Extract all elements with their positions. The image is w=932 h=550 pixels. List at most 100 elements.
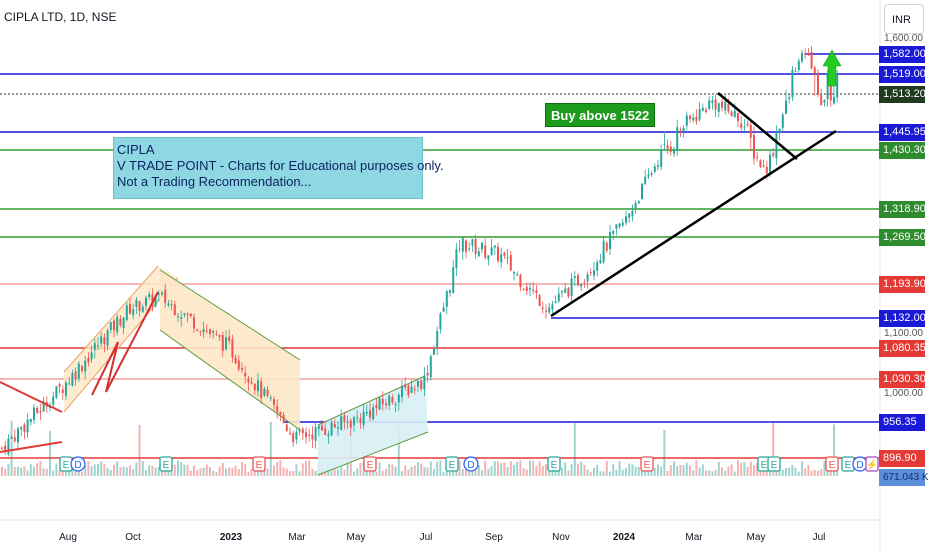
volume-bar-137 (439, 460, 442, 476)
event-markers[interactable]: E D E E E E D E E E E E E D ⚡ (59, 456, 879, 472)
event-marker-11[interactable]: E (825, 456, 839, 472)
candle-102 (327, 430, 330, 444)
note-callout[interactable]: CIPLA V TRADE POINT - Charts for Educati… (113, 137, 444, 199)
candle-144 (461, 237, 464, 260)
volume-bar-189 (605, 460, 608, 476)
volume-bar-170 (545, 464, 547, 476)
y-tick-1: 1,100.00 (884, 328, 923, 339)
candle-242 (775, 125, 778, 165)
volume-bar-55 (177, 460, 179, 476)
volume-bar-28 (90, 466, 93, 476)
candle-63 (202, 321, 205, 338)
volume-bar-75 (241, 461, 243, 476)
candle-85 (273, 396, 275, 411)
volume-bar-208 (666, 470, 669, 476)
candle-82 (263, 386, 266, 398)
candle-42 (135, 296, 138, 315)
volume-bar-216 (692, 470, 695, 476)
price-tag-7: 1,193.90 (879, 276, 926, 293)
candle-193 (618, 223, 621, 229)
volume-bar-56 (180, 461, 183, 476)
volume-bar-177 (567, 470, 570, 476)
volume-bar-24 (77, 471, 80, 476)
candle-159 (509, 250, 512, 272)
volume-bar-187 (599, 471, 602, 476)
svg-text:E: E (845, 460, 852, 471)
candle-171 (548, 302, 551, 314)
volume-bar-60 (193, 465, 195, 476)
volume-bar-230 (737, 460, 739, 476)
candle-41 (132, 303, 135, 320)
event-marker-5[interactable]: E (445, 456, 459, 472)
candle-124 (397, 392, 400, 411)
event-marker-0[interactable]: E (59, 456, 73, 472)
candle-198 (634, 200, 637, 214)
candle-151 (484, 238, 487, 260)
x-tick-0: Aug (59, 532, 77, 543)
candle-122 (391, 394, 394, 405)
event-marker-3[interactable]: E (252, 456, 266, 472)
candle-234 (749, 120, 752, 151)
candle-188 (602, 235, 605, 264)
candle-98 (314, 421, 317, 449)
event-marker-14[interactable]: ⚡ (865, 456, 879, 472)
falling-channel-lower (159, 329, 301, 431)
currency-button[interactable]: INR (884, 4, 924, 34)
y-tick-2: 1,000.00 (884, 388, 923, 399)
candle-76 (244, 366, 247, 384)
event-marker-1[interactable]: D (70, 456, 86, 472)
volume-bar-123 (394, 466, 397, 476)
volume-bar-135 (433, 468, 435, 476)
red-line-2 (0, 441, 63, 453)
event-marker-7[interactable]: E (547, 456, 561, 472)
candle-190 (609, 224, 611, 256)
volume-bar-252 (807, 464, 810, 476)
volume-bar-197 (631, 464, 634, 476)
event-marker-10[interactable]: E (767, 456, 781, 472)
event-marker-4[interactable]: E (363, 456, 377, 472)
event-marker-6[interactable]: D (463, 456, 479, 472)
x-tick-6: Sep (485, 532, 503, 543)
candle-89 (285, 423, 288, 433)
event-marker-8[interactable]: E (640, 456, 654, 472)
candle-92 (295, 428, 298, 444)
candle-184 (589, 268, 592, 277)
candle-96 (308, 428, 311, 442)
candle-175 (561, 290, 563, 298)
volume-bar-14 (45, 468, 48, 476)
candle-202 (647, 168, 650, 179)
volume-bar-94 (301, 463, 304, 476)
event-marker-2[interactable]: E (159, 456, 173, 472)
volume-bar-124 (397, 426, 400, 476)
buy-label[interactable]: Buy above 1522 (545, 103, 656, 127)
candle-243 (778, 128, 781, 141)
price-tag-1: 1,519.00 (879, 66, 926, 83)
candle-35 (113, 318, 115, 338)
candle-200 (641, 183, 643, 200)
candle-97 (311, 426, 314, 448)
x-tick-7: Nov (552, 532, 570, 543)
event-marker-9[interactable]: E (757, 456, 771, 472)
y-tick-0: 1,600.00 (884, 33, 923, 44)
price-tag-5: 1,318.90 (879, 201, 926, 218)
volume-bar-214 (685, 462, 688, 476)
volume-bar-95 (305, 461, 307, 476)
volume-bar-244 (781, 469, 784, 476)
volume-bar-111 (356, 468, 359, 476)
rising-channel-fill (64, 266, 178, 412)
volume-bar-186 (596, 464, 599, 476)
svg-text:D: D (856, 460, 863, 471)
candle-19 (61, 385, 64, 400)
candle-204 (653, 163, 656, 174)
candle-25 (81, 364, 83, 374)
price-tag-12: 896.90 (879, 450, 925, 467)
candle-205 (657, 159, 659, 171)
candle-185 (593, 261, 595, 281)
volume-bar-86 (276, 461, 279, 476)
volume-bar-30 (97, 464, 99, 476)
volume-bar-204 (653, 468, 656, 476)
candle-228 (730, 109, 733, 117)
candle-189 (605, 241, 608, 254)
event-marker-12[interactable]: E (841, 456, 855, 472)
